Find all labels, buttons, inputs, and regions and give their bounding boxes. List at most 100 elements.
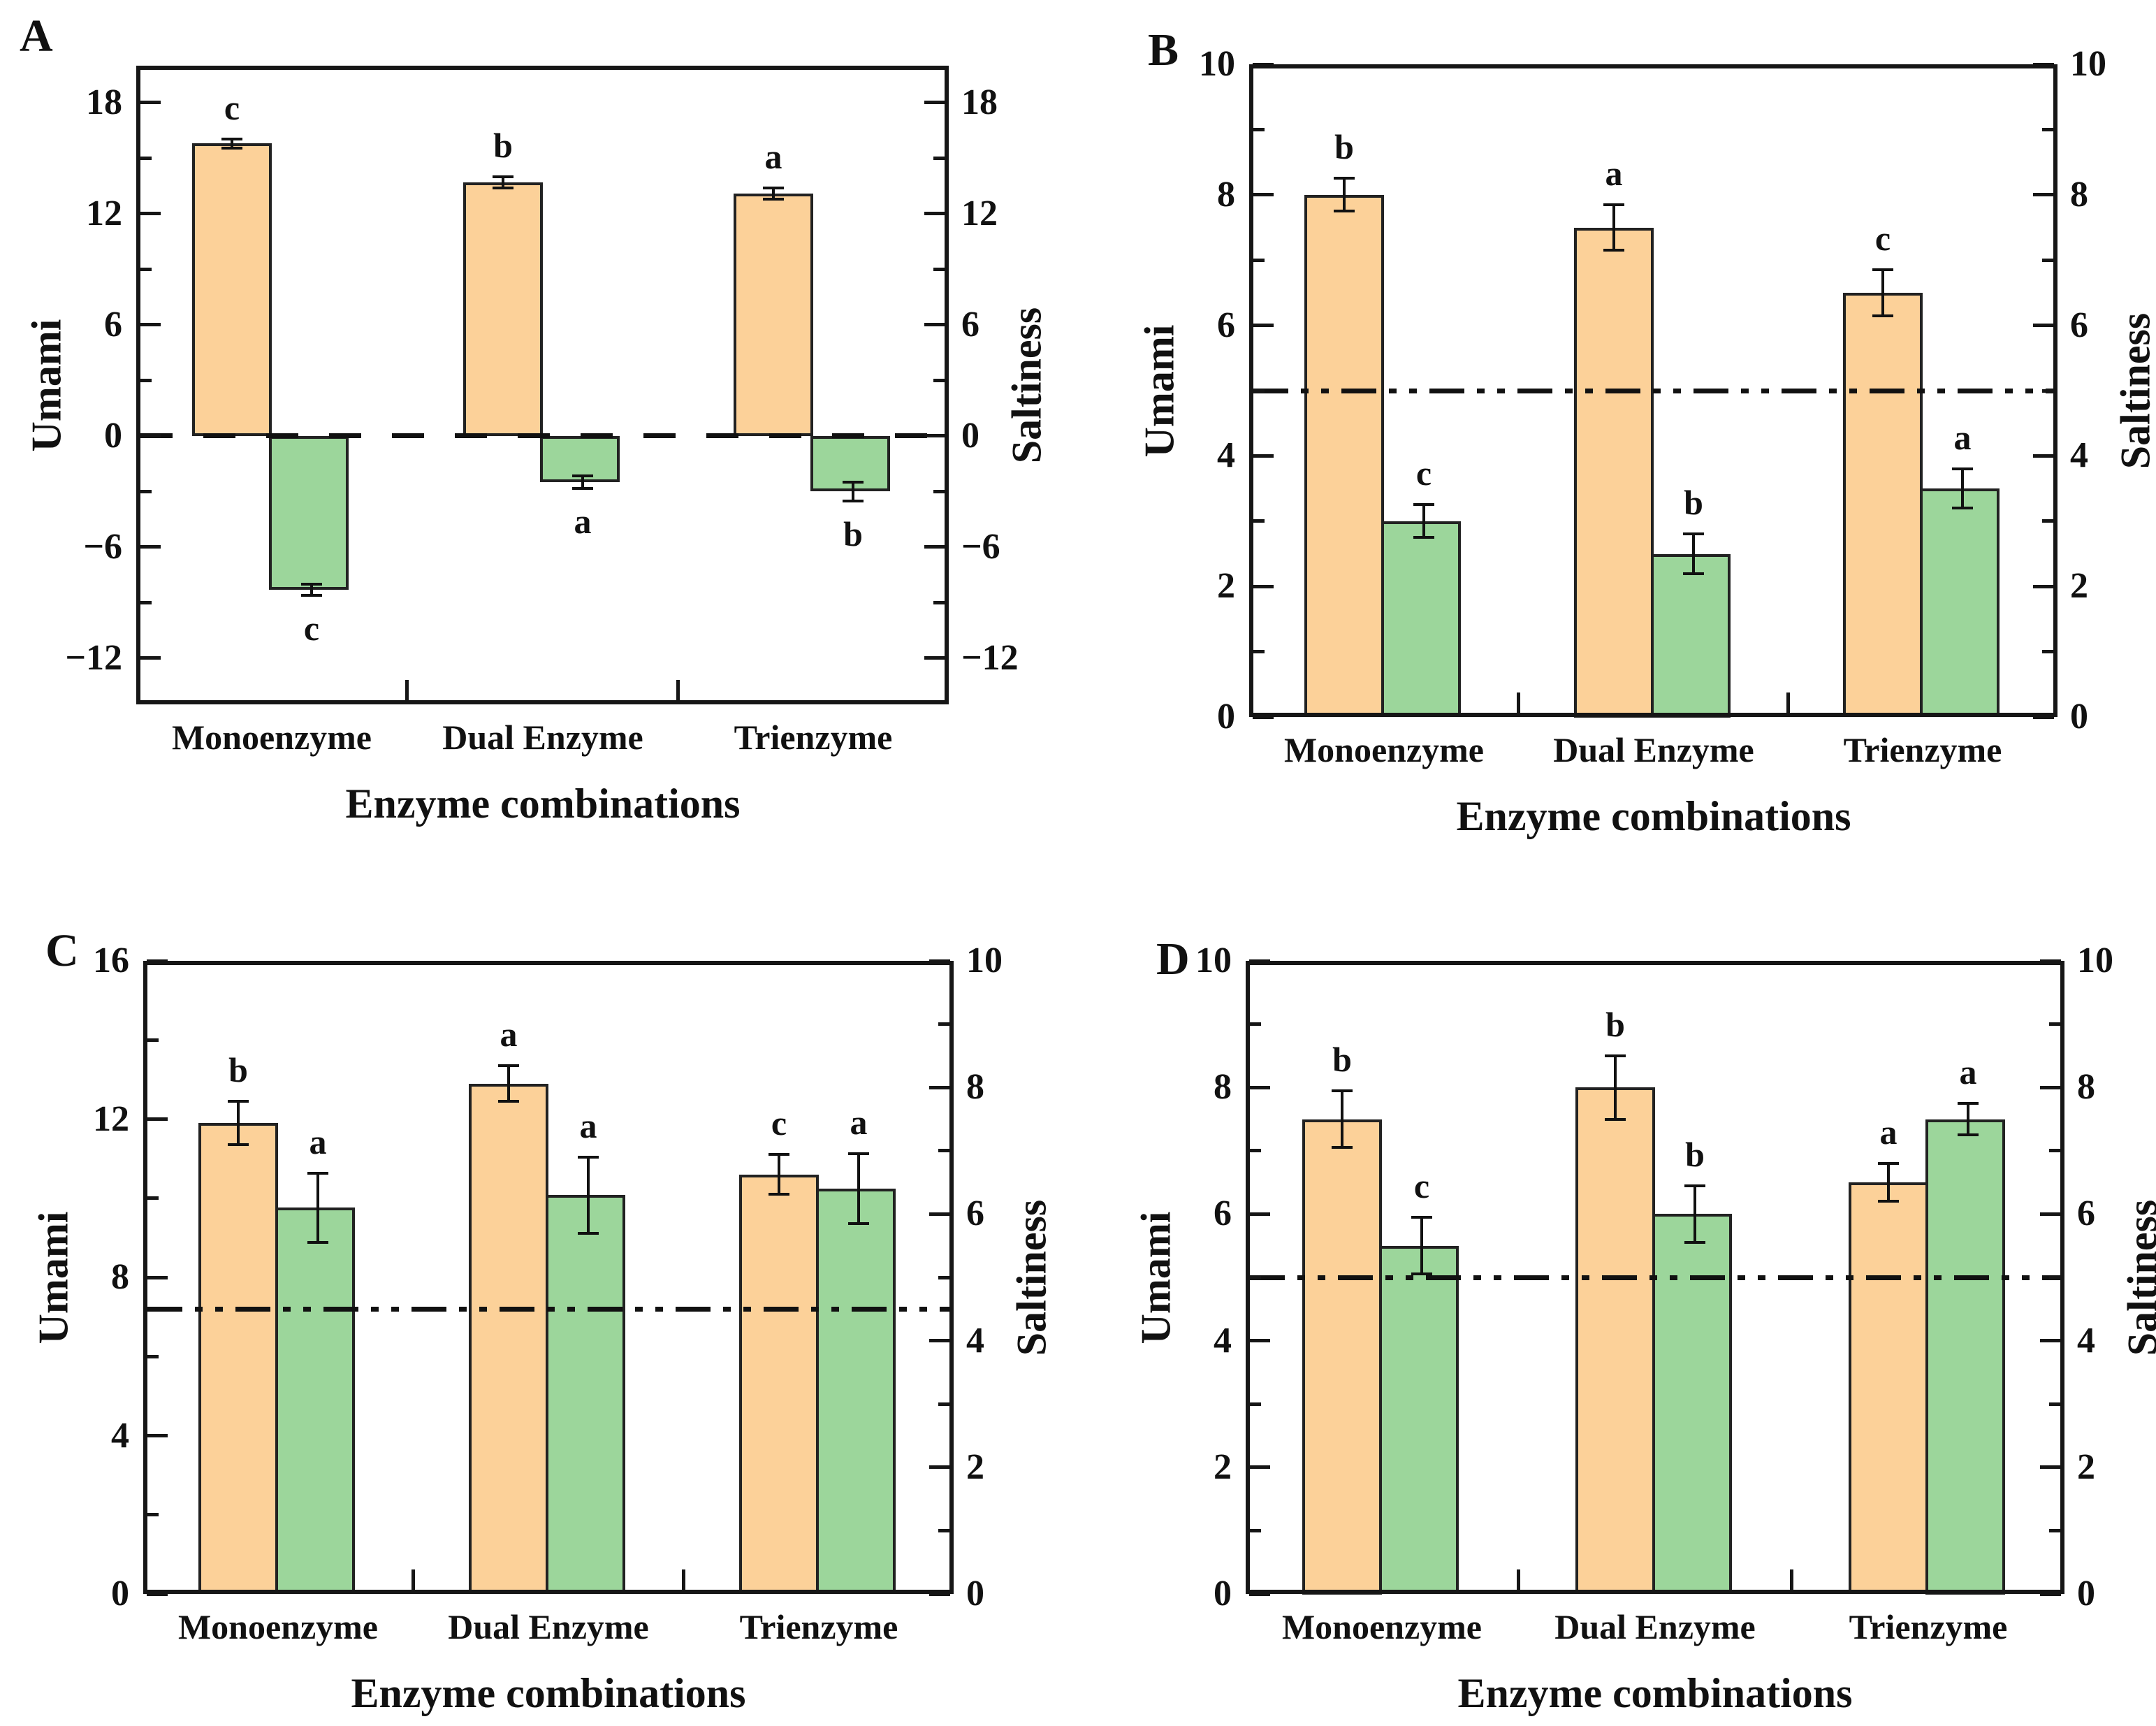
error-bar-line xyxy=(852,482,854,500)
left-major-tick xyxy=(1249,1593,1270,1596)
error-bar-cap xyxy=(1684,1241,1705,1244)
significance-letter: a xyxy=(579,1106,597,1145)
left-major-tick xyxy=(147,959,168,963)
x-axis-tick xyxy=(1517,1569,1520,1590)
left-minor-tick xyxy=(1249,1276,1261,1279)
right-tick-label: 2 xyxy=(966,1447,984,1487)
error-bar-cap xyxy=(493,187,513,189)
right-minor-tick xyxy=(938,1529,950,1532)
error-bar-cap xyxy=(572,474,593,477)
right-minor-tick xyxy=(2049,1149,2061,1152)
left-tick-label: 10 xyxy=(1195,941,1232,980)
y-axis-label-left: Umami xyxy=(30,1211,77,1344)
error-bar-cap xyxy=(228,1100,249,1103)
right-major-tick xyxy=(2033,716,2054,719)
left-tick-label: 10 xyxy=(1199,44,1235,84)
left-minor-tick xyxy=(1253,650,1265,653)
bar-saltiness-dual-enzyme xyxy=(546,1195,625,1594)
y-axis-label-left: Umami xyxy=(1132,1211,1179,1344)
error-bar-cap xyxy=(769,1193,789,1196)
right-major-tick xyxy=(924,545,945,549)
bar-umami-trienzyme xyxy=(1843,293,1923,717)
right-major-tick xyxy=(2040,959,2061,963)
left-major-tick xyxy=(1253,193,1274,196)
right-minor-tick xyxy=(2042,389,2054,393)
error-bar-cap xyxy=(301,583,322,586)
right-major-tick xyxy=(924,434,945,437)
left-minor-tick xyxy=(1249,1022,1261,1026)
x-axis-tick xyxy=(411,1569,415,1590)
error-bar-cap xyxy=(763,187,784,189)
right-minor-tick xyxy=(2049,1402,2061,1406)
right-minor-tick xyxy=(2042,650,2054,653)
error-bar-cap xyxy=(763,198,784,201)
error-bar-cap xyxy=(1878,1200,1899,1203)
x-axis-tick xyxy=(1517,692,1520,713)
left-tick-label: 12 xyxy=(86,194,122,233)
right-minor-tick xyxy=(2042,128,2054,131)
left-minor-tick xyxy=(147,1196,159,1200)
category-label-dual-enzyme: Dual Enzyme xyxy=(1554,1607,1756,1646)
left-minor-tick xyxy=(140,490,152,493)
right-major-tick xyxy=(929,1086,950,1089)
x-axis-tick xyxy=(1786,692,1790,713)
reference-line xyxy=(1253,389,2053,393)
bar-saltiness-monoenzyme xyxy=(275,1208,355,1594)
left-major-tick xyxy=(1253,454,1274,458)
left-major-tick xyxy=(1249,1339,1270,1342)
y-axis-label-left: Umami xyxy=(1136,324,1183,458)
left-tick-label: 8 xyxy=(111,1257,129,1297)
left-tick-label: 8 xyxy=(1217,175,1235,215)
error-bar-line xyxy=(1341,1091,1343,1148)
error-bar-line xyxy=(772,188,775,199)
error-bar-cap xyxy=(848,1222,869,1225)
error-bar-cap xyxy=(1958,1102,1979,1105)
error-bar-cap xyxy=(1334,177,1355,180)
x-axis-tick xyxy=(682,1569,685,1590)
error-bar-cap xyxy=(493,175,513,178)
right-tick-label: 18 xyxy=(961,82,998,122)
x-axis-label: Enzyme combinations xyxy=(351,1670,746,1716)
category-label-dual-enzyme: Dual Enzyme xyxy=(442,718,643,757)
error-bar-cap xyxy=(1958,1133,1979,1136)
bar-umami-dual-enzyme xyxy=(463,182,543,436)
error-bar-cap xyxy=(843,481,864,484)
right-tick-label: 8 xyxy=(2070,175,2088,215)
error-bar-cap xyxy=(1603,203,1624,206)
bar-saltiness-trienzyme xyxy=(1925,1119,2005,1595)
significance-letter: a xyxy=(500,1015,518,1054)
error-bar-cap xyxy=(848,1152,869,1155)
right-minor-tick xyxy=(2042,519,2054,523)
error-bar-cap xyxy=(1683,572,1704,575)
significance-letter: b xyxy=(1685,1135,1705,1174)
left-tick-label: 0 xyxy=(111,1574,129,1613)
x-axis-tick xyxy=(405,680,409,701)
significance-letter: b xyxy=(843,514,863,553)
bar-saltiness-trienzyme xyxy=(816,1189,896,1594)
bar-umami-dual-enzyme xyxy=(1574,228,1654,718)
right-major-tick xyxy=(2033,324,2054,327)
error-bar-line xyxy=(1343,178,1346,211)
error-bar-line xyxy=(1694,1186,1696,1243)
right-major-tick xyxy=(929,1465,950,1469)
right-tick-label: 6 xyxy=(2077,1194,2095,1233)
right-tick-label: 8 xyxy=(2077,1067,2095,1107)
significance-letter: a xyxy=(1953,418,1972,457)
left-minor-tick xyxy=(1253,259,1265,262)
left-major-tick xyxy=(140,212,161,215)
bar-umami-trienzyme xyxy=(1849,1182,1928,1594)
bar-saltiness-monoenzyme xyxy=(269,436,349,590)
category-label-trienzyme: Trienzyme xyxy=(1843,730,2002,769)
x-axis-label: Enzyme combinations xyxy=(345,781,741,827)
y-axis-label-left: Umami xyxy=(23,319,70,452)
right-tick-label: 4 xyxy=(966,1321,984,1361)
left-major-tick xyxy=(1253,324,1274,327)
error-bar-cap xyxy=(1684,1184,1705,1187)
error-bar-cap xyxy=(769,1153,789,1156)
significance-letter: c xyxy=(224,88,240,127)
error-bar-cap xyxy=(1605,1054,1626,1057)
error-bar-line xyxy=(507,1066,510,1101)
right-minor-tick xyxy=(933,268,945,271)
